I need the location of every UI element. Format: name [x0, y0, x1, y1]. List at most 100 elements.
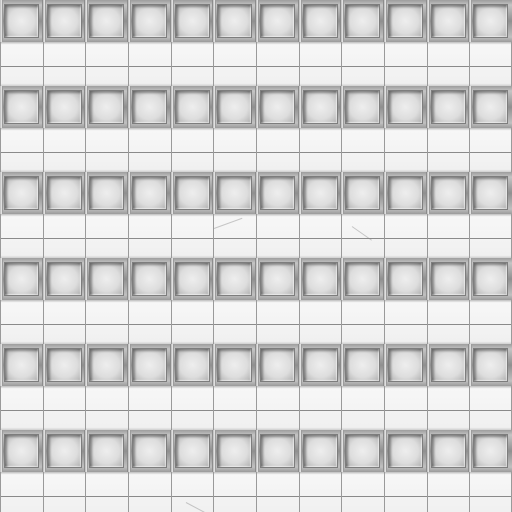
- mullion: [298, 86, 302, 128]
- mullion: [383, 258, 387, 300]
- window-pane: [217, 348, 252, 382]
- mullion: [383, 430, 387, 472]
- panel-seam: [128, 386, 129, 430]
- mullion: [170, 172, 174, 214]
- cladding-panel-row: [0, 128, 512, 172]
- window-pane: [47, 434, 82, 468]
- mullion: [255, 0, 259, 42]
- mullion: [42, 258, 46, 300]
- panel-seam: [0, 472, 1, 512]
- panel-seam: [384, 128, 385, 172]
- mullion: [42, 172, 46, 214]
- mullion: [127, 86, 131, 128]
- window-pane: [303, 434, 338, 468]
- window-pane: [175, 4, 210, 38]
- window-pane: [303, 348, 338, 382]
- facade-band: [0, 172, 512, 258]
- panel-seam: [85, 42, 86, 86]
- window-pane: [431, 262, 466, 296]
- window-pane: [4, 434, 39, 468]
- mullion: [426, 0, 430, 42]
- panel-seam: [341, 300, 342, 344]
- mullion: [340, 344, 344, 386]
- panel-seam: [256, 214, 257, 258]
- mullion: [84, 0, 88, 42]
- mullion: [468, 430, 472, 472]
- window-pane: [345, 90, 380, 124]
- mullion: [42, 344, 46, 386]
- window-pane: [431, 90, 466, 124]
- panel-seam: [299, 214, 300, 258]
- panel-seam: [341, 128, 342, 172]
- window-pane: [217, 90, 252, 124]
- panel-seam: [85, 472, 86, 512]
- panel-seam: [85, 386, 86, 430]
- cladding-panel-row: [0, 300, 512, 344]
- mullion: [468, 344, 472, 386]
- panel-seam: [85, 128, 86, 172]
- mullion: [127, 430, 131, 472]
- mullion: [426, 86, 430, 128]
- panel-scratch: [185, 502, 210, 512]
- window-pane: [431, 4, 466, 38]
- mullion: [0, 0, 3, 42]
- mullion: [170, 86, 174, 128]
- window-pane: [89, 176, 124, 210]
- window-pane: [47, 348, 82, 382]
- panel-seam: [469, 300, 470, 344]
- panel-seam: [256, 128, 257, 172]
- cladding-panel-row: [0, 214, 512, 258]
- panel-seam: [427, 472, 428, 512]
- panel-seam: [384, 472, 385, 512]
- mullion: [298, 172, 302, 214]
- panel-seam: [384, 214, 385, 258]
- panel-seam: [427, 300, 428, 344]
- cladding-panel-row: [0, 42, 512, 86]
- window-pane: [175, 434, 210, 468]
- panel-seam: [43, 386, 44, 430]
- mullion: [383, 0, 387, 42]
- panel-seam: [43, 42, 44, 86]
- window-pane: [175, 348, 210, 382]
- window-pane: [388, 90, 423, 124]
- panel-seam: [341, 42, 342, 86]
- window-pane: [473, 4, 508, 38]
- panel-seam: [0, 42, 1, 86]
- window-pane: [431, 348, 466, 382]
- window-pane: [47, 262, 82, 296]
- window-pane: [132, 262, 167, 296]
- window-pane: [473, 262, 508, 296]
- window-pane: [431, 434, 466, 468]
- mullion: [340, 0, 344, 42]
- mullion: [468, 0, 472, 42]
- window-pane: [4, 176, 39, 210]
- window-row: [0, 430, 512, 472]
- window-pane: [217, 176, 252, 210]
- mullion: [298, 258, 302, 300]
- panel-seam: [299, 300, 300, 344]
- panel-seam: [384, 386, 385, 430]
- panel-seam: [43, 300, 44, 344]
- mullion: [212, 430, 216, 472]
- panel-seam: [299, 128, 300, 172]
- window-pane: [47, 176, 82, 210]
- panel-seam: [213, 300, 214, 344]
- window-pane: [4, 262, 39, 296]
- mullion: [212, 258, 216, 300]
- mullion: [298, 344, 302, 386]
- window-pane: [303, 4, 338, 38]
- panel-seam: [128, 42, 129, 86]
- panel-seam: [384, 42, 385, 86]
- panel-seam: [85, 300, 86, 344]
- panel-seam: [213, 214, 214, 258]
- panel-seam: [128, 472, 129, 512]
- mullion: [255, 86, 259, 128]
- window-pane: [260, 90, 295, 124]
- panel-seam: [256, 300, 257, 344]
- panel-seam: [213, 42, 214, 86]
- mullion: [255, 172, 259, 214]
- panel-seam: [128, 128, 129, 172]
- mullion: [0, 344, 3, 386]
- window-pane: [345, 4, 380, 38]
- mullion: [212, 86, 216, 128]
